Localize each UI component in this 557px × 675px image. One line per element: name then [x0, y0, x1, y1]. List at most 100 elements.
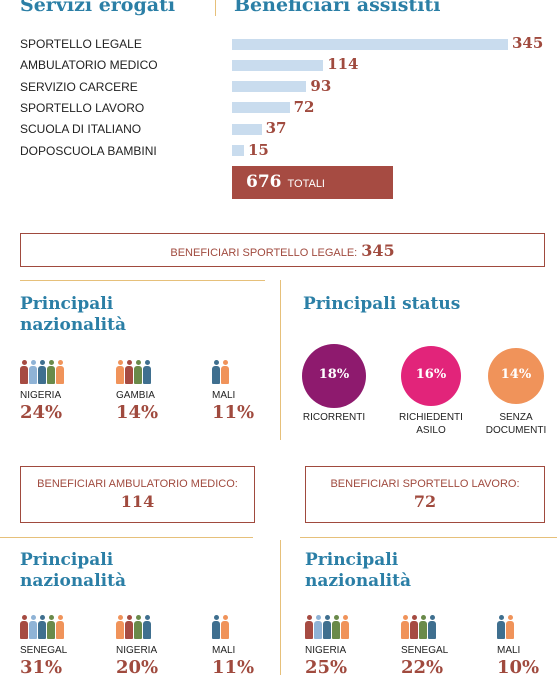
share-label: 22%	[401, 657, 444, 675]
status-name: RICHIEDENTI ASILO	[399, 412, 463, 436]
icon-body	[20, 366, 28, 384]
info-box: BENEFICIARI AMBULATORIO MEDICO: 114	[20, 466, 255, 523]
icon-body	[314, 621, 322, 639]
box-label: BENEFICIARI SPORTELLO LEGALE:	[170, 247, 358, 259]
icon-body	[38, 366, 46, 384]
icon-head	[222, 615, 228, 620]
icon-head	[213, 360, 219, 365]
icon-body	[125, 621, 133, 639]
value-label: 345	[512, 34, 544, 52]
icon-head	[117, 615, 123, 620]
person-icon	[116, 360, 124, 384]
country-label: NIGERIA	[116, 645, 158, 656]
country-label: MALI	[212, 390, 236, 401]
share-label: 31%	[20, 657, 63, 675]
icon-body	[38, 621, 46, 639]
bar	[232, 59, 324, 71]
icon-head	[144, 360, 150, 365]
person-icon	[332, 615, 340, 639]
person-icon	[116, 615, 124, 639]
divider	[20, 280, 265, 281]
person-icon	[401, 615, 409, 639]
icon-body	[143, 621, 151, 639]
person-icon	[212, 360, 220, 384]
icon-body	[497, 621, 505, 639]
country-label: GAMBIA	[116, 390, 155, 401]
share-label: 14%	[116, 402, 159, 423]
icon-body	[212, 366, 220, 384]
divider	[0, 537, 253, 538]
category-label: AMBULATORIO MEDICO	[20, 58, 158, 73]
person-icon	[221, 360, 229, 384]
person-icon	[497, 615, 505, 639]
icon-head	[306, 615, 312, 620]
person-icon	[38, 360, 46, 384]
person-icon	[47, 360, 55, 384]
icon-body	[401, 621, 409, 639]
country-label: NIGERIA	[305, 645, 347, 656]
icon-body	[29, 621, 37, 639]
status-value: 18%	[318, 367, 350, 382]
bar	[232, 81, 307, 93]
person-icon	[56, 360, 64, 384]
person-icon	[341, 615, 349, 639]
icon-head	[48, 615, 54, 620]
divider	[300, 537, 557, 538]
icon-head	[135, 360, 141, 365]
share-label: 11%	[212, 657, 255, 675]
icon-head	[411, 615, 417, 620]
icon-head	[39, 615, 45, 620]
icon-head	[324, 615, 330, 620]
icon-body	[56, 366, 64, 384]
status-circle: 18%	[302, 344, 366, 408]
box-value: 114	[120, 492, 155, 511]
icon-body	[20, 621, 28, 639]
person-icon	[410, 615, 418, 639]
person-icon	[29, 615, 37, 639]
person-icon	[143, 615, 151, 639]
country-label: MALI	[497, 645, 521, 656]
box-label: BENEFICIARI AMBULATORIO MEDICO:	[37, 478, 238, 490]
section-title: Principali nazionalità	[20, 550, 126, 591]
icon-body	[47, 621, 55, 639]
icon-body	[419, 621, 427, 639]
total-box: 676 TOTALI	[232, 166, 393, 199]
icon-body	[221, 621, 229, 639]
icon-head	[39, 360, 45, 365]
status-circle: 14%	[487, 347, 545, 405]
person-icon	[20, 615, 28, 639]
icon-body	[125, 366, 133, 384]
category-label: SCUOLA DI ITALIANO	[20, 122, 142, 137]
person-icon	[125, 360, 133, 384]
divider	[280, 280, 281, 440]
person-icon	[47, 615, 55, 639]
status-name: SENZA DOCUMENTI	[485, 412, 547, 436]
person-icon	[56, 615, 64, 639]
icon-body	[428, 621, 436, 639]
bar	[232, 145, 244, 156]
icon-body	[221, 366, 229, 384]
person-icon	[314, 615, 322, 639]
icon-body	[410, 621, 418, 639]
status-circle: 16%	[400, 345, 462, 407]
person-icon	[305, 615, 313, 639]
icon-head	[30, 360, 36, 365]
icon-head	[21, 360, 27, 365]
status-name: RICORRENTI	[302, 412, 366, 423]
header-right: Beneficiari assistiti	[234, 0, 441, 16]
section-title: Principali status	[303, 294, 461, 314]
person-icon	[212, 615, 220, 639]
person-icon	[29, 360, 37, 384]
header-left: Servizi erogati	[20, 0, 176, 16]
icon-head	[135, 615, 141, 620]
total-label: TOTALI	[287, 178, 326, 190]
share-label: 25%	[305, 657, 348, 675]
box-value: 345	[361, 241, 395, 260]
person-icon	[134, 360, 142, 384]
section-title: Principali nazionalità	[20, 294, 126, 335]
value-label: 72	[293, 97, 315, 116]
icon-head	[126, 360, 132, 365]
icon-head	[48, 360, 54, 365]
section-title: Principali nazionalità	[305, 550, 411, 591]
icon-body	[29, 366, 37, 384]
